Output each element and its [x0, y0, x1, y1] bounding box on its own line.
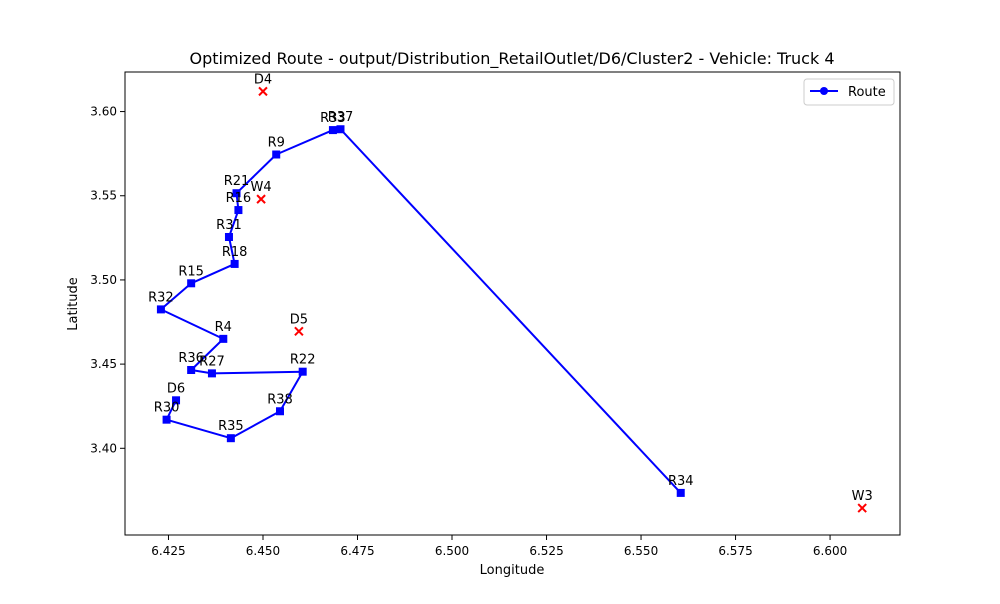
route-point-r22 [298, 367, 307, 376]
marker-cross-stroke [256, 194, 266, 204]
route-point-label: R30 [154, 401, 180, 416]
route-point-r27 [207, 369, 216, 378]
marker-label: D4 [254, 72, 272, 87]
y-tick-label: 3.50 [90, 273, 117, 287]
route-point-label: R18 [222, 245, 248, 260]
route-point-r33 [328, 126, 337, 135]
marker-cross-stroke [294, 326, 304, 336]
marker-cross-stroke [857, 503, 867, 513]
route-point-r4 [219, 334, 228, 343]
route-point-label: R27 [199, 354, 225, 369]
route-point-label: R35 [218, 419, 244, 434]
route-point-r15 [187, 279, 196, 288]
route-point-label: R34 [668, 474, 694, 489]
y-axis-ticks: 3.40 3.45 3.50 3.55 3.60 [90, 105, 125, 455]
marker-w3 [857, 503, 867, 513]
route-point-label: R9 [268, 135, 285, 150]
route-point-r16 [234, 206, 243, 215]
route-point-r18 [230, 259, 239, 268]
marker-label: W3 [852, 489, 873, 504]
marker-d4 [258, 86, 268, 97]
route-point-r38 [276, 407, 284, 416]
legend-label: Route [848, 85, 886, 100]
marker-w4 [256, 194, 266, 204]
legend: Route [803, 78, 895, 106]
x-tick-label: 6.475 [340, 544, 374, 558]
route-point-label: R16 [226, 191, 252, 206]
y-tick-label: 3.45 [90, 357, 117, 371]
marker-label: D5 [290, 312, 308, 327]
x-axis-label: Longitude [480, 563, 545, 578]
route-point-d6 [172, 396, 181, 405]
route-line [159, 128, 682, 494]
route-point-label: R15 [178, 264, 204, 279]
route-series [156, 125, 685, 497]
x-tick-label: 6.425 [151, 544, 185, 558]
route-point-label: R38 [267, 392, 293, 407]
x-tick-label: 6.600 [813, 544, 847, 558]
route-point-label: R37 [328, 110, 354, 125]
y-axis-label: Latitude [66, 277, 81, 331]
x-tick-label: 6.550 [624, 544, 658, 558]
route-point-r32 [156, 305, 165, 314]
plot-area [124, 71, 901, 536]
x-tick-label: 6.500 [435, 544, 469, 558]
route-point-r35 [226, 434, 235, 443]
route-point-label: R31 [216, 218, 242, 233]
location-markers [256, 86, 867, 513]
legend-box [803, 78, 895, 106]
legend-marker-swatch [820, 87, 828, 95]
route-point-label: R32 [148, 290, 174, 305]
route-point-r31 [224, 232, 233, 241]
marker-d5 [294, 326, 304, 336]
x-tick-label: 6.450 [246, 544, 280, 558]
route-point-r36 [187, 366, 196, 375]
route-point-r34 [676, 488, 685, 497]
route-point-label: R22 [290, 353, 316, 368]
marker-label: W4 [251, 180, 272, 195]
y-tick-label: 3.60 [90, 105, 117, 119]
route-point-r21 [232, 189, 241, 198]
route-point-r37 [336, 125, 345, 134]
route-point-label: R33 [320, 111, 346, 126]
x-axis-ticks: 6.425 6.450 6.475 6.500 6.525 6.550 6.575 6.600 [151, 535, 847, 558]
route-point-r30 [162, 415, 171, 424]
x-tick-label: 6.525 [529, 544, 563, 558]
x-tick-label: 6.575 [718, 544, 752, 558]
chart-title: Optimized Route - output/Distribution_Re… [189, 49, 834, 69]
route-point-label: R36 [178, 351, 204, 366]
route-point-r9 [272, 150, 281, 159]
route-point-label: R21 [224, 174, 250, 189]
route-point-label: R4 [215, 320, 232, 335]
route-point-label: D6 [167, 381, 185, 396]
y-tick-label: 3.55 [90, 189, 117, 203]
marker-cross-stroke [258, 86, 268, 97]
y-tick-label: 3.40 [90, 441, 117, 455]
